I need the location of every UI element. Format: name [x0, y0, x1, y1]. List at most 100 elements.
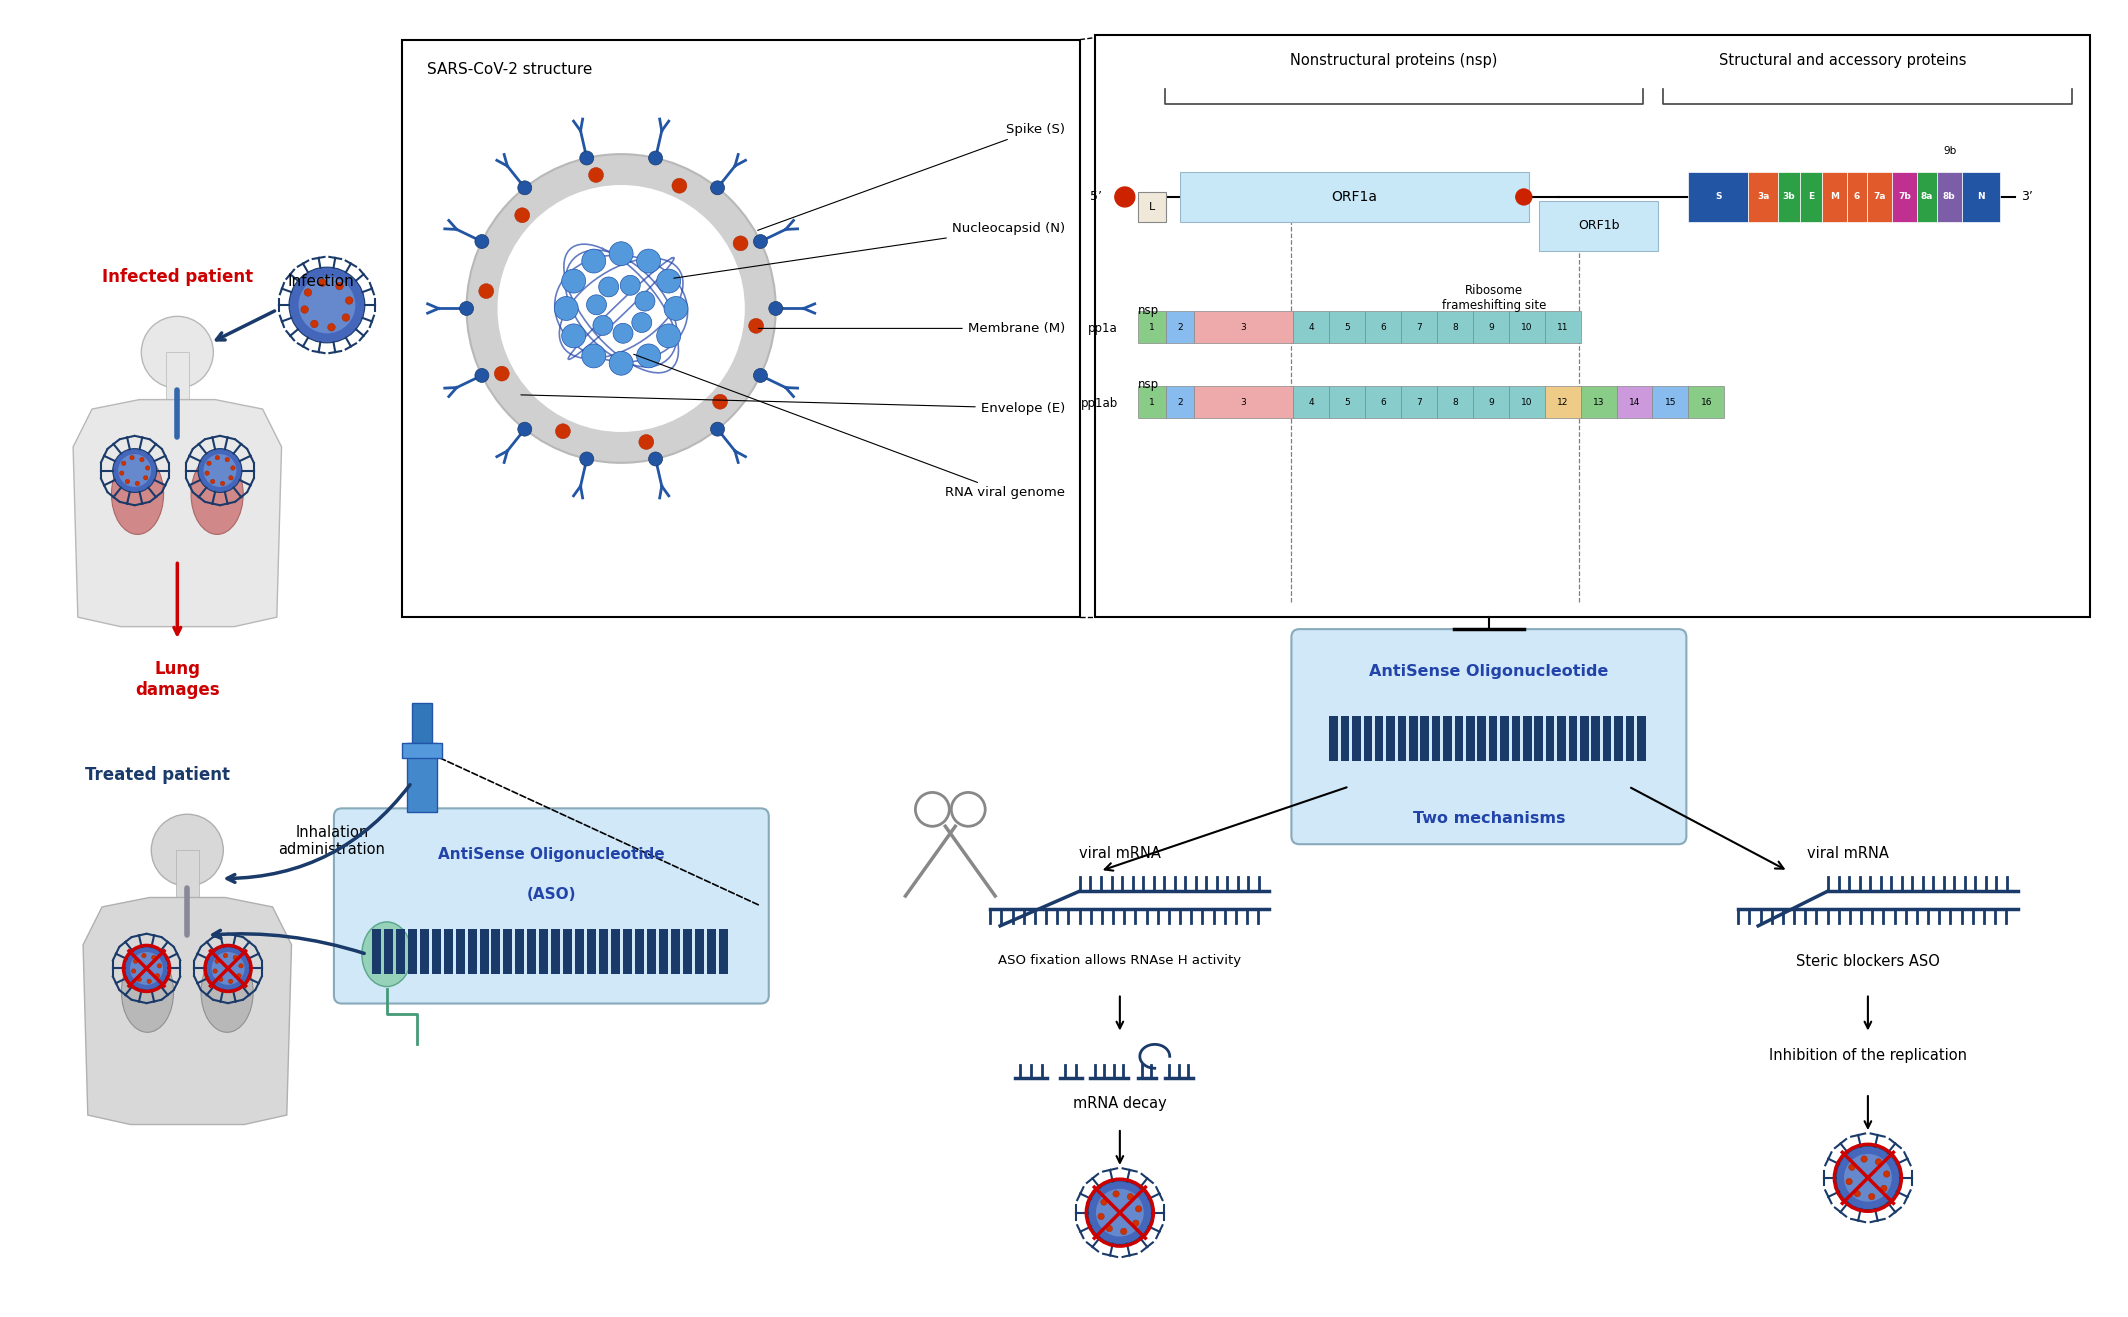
Bar	[1509, 311, 1545, 344]
Circle shape	[658, 324, 681, 348]
Circle shape	[304, 288, 313, 296]
Circle shape	[562, 324, 585, 348]
Circle shape	[345, 296, 353, 304]
Text: Lung
damages: Lung damages	[134, 660, 219, 698]
Circle shape	[649, 452, 662, 466]
Bar	[1617, 386, 1653, 417]
Circle shape	[1113, 1191, 1119, 1197]
Bar	[1294, 311, 1330, 344]
Bar	[719, 928, 728, 973]
Text: 4: 4	[1309, 323, 1315, 332]
Circle shape	[1836, 1146, 1900, 1210]
Circle shape	[134, 481, 140, 486]
Bar	[575, 928, 585, 973]
Bar	[406, 743, 436, 813]
Circle shape	[711, 423, 724, 436]
Circle shape	[581, 344, 606, 367]
Text: E: E	[1809, 192, 1813, 202]
Circle shape	[1845, 1154, 1892, 1201]
Bar	[504, 928, 513, 973]
Bar	[432, 928, 440, 973]
Bar	[1138, 386, 1166, 417]
Bar	[587, 928, 596, 973]
Circle shape	[749, 319, 764, 333]
Circle shape	[336, 282, 343, 290]
Bar	[1330, 311, 1366, 344]
Circle shape	[298, 277, 355, 333]
Circle shape	[147, 979, 151, 984]
Text: 1: 1	[1149, 398, 1156, 407]
Bar	[696, 928, 704, 973]
Circle shape	[204, 454, 236, 487]
Bar	[383, 928, 394, 973]
Bar	[1436, 386, 1473, 417]
Bar	[1524, 715, 1532, 761]
Bar	[1385, 715, 1394, 761]
Text: 2: 2	[1177, 398, 1183, 407]
Circle shape	[134, 959, 138, 963]
Text: 5: 5	[1345, 323, 1349, 332]
Circle shape	[638, 435, 653, 449]
Bar	[1375, 715, 1383, 761]
Circle shape	[579, 151, 594, 165]
Bar	[1936, 173, 1962, 221]
Ellipse shape	[362, 922, 411, 986]
Bar	[409, 928, 417, 973]
Circle shape	[460, 302, 475, 316]
Circle shape	[238, 964, 243, 968]
Circle shape	[1096, 1189, 1143, 1237]
Text: 1: 1	[1149, 323, 1156, 332]
Bar	[538, 928, 549, 973]
Bar	[1422, 715, 1430, 761]
Text: nsp: nsp	[1138, 303, 1160, 316]
Bar	[1962, 173, 2000, 221]
Text: Inhalation
administration: Inhalation administration	[279, 824, 385, 857]
Circle shape	[219, 977, 223, 981]
Circle shape	[672, 178, 687, 194]
Circle shape	[1845, 1179, 1851, 1185]
Text: 2: 2	[1177, 323, 1183, 332]
Circle shape	[300, 306, 309, 313]
Circle shape	[634, 291, 655, 311]
Bar	[1511, 715, 1519, 761]
Circle shape	[1860, 1156, 1866, 1162]
Text: viral mRNA: viral mRNA	[1807, 846, 1890, 861]
Circle shape	[768, 302, 783, 316]
Circle shape	[215, 959, 219, 963]
FancyBboxPatch shape	[334, 809, 768, 1004]
Bar	[670, 928, 681, 973]
Circle shape	[1087, 1181, 1151, 1245]
Circle shape	[228, 979, 232, 984]
Bar	[1847, 173, 1866, 221]
Text: 3: 3	[1241, 398, 1247, 407]
Bar	[624, 928, 632, 973]
Circle shape	[155, 973, 160, 979]
Bar	[1366, 311, 1400, 344]
Circle shape	[587, 295, 606, 315]
Text: M: M	[1830, 192, 1839, 202]
Circle shape	[151, 955, 155, 960]
Circle shape	[581, 249, 606, 273]
Bar	[1626, 715, 1634, 761]
Bar	[1194, 311, 1294, 344]
Bar	[1568, 715, 1577, 761]
Ellipse shape	[111, 454, 164, 535]
Circle shape	[121, 461, 126, 465]
Text: 10: 10	[1522, 398, 1532, 407]
Bar	[1592, 715, 1600, 761]
Bar	[1653, 386, 1688, 417]
Bar	[551, 928, 560, 973]
Circle shape	[319, 279, 326, 287]
Bar	[479, 928, 489, 973]
Circle shape	[1883, 1171, 1890, 1177]
Bar	[1558, 715, 1566, 761]
Bar	[443, 928, 453, 973]
Circle shape	[1115, 187, 1134, 207]
Text: 14: 14	[1628, 398, 1641, 407]
Bar	[1138, 192, 1166, 221]
Circle shape	[517, 423, 532, 436]
Circle shape	[151, 814, 223, 886]
Circle shape	[119, 454, 151, 487]
Circle shape	[649, 151, 662, 165]
Circle shape	[126, 947, 168, 990]
